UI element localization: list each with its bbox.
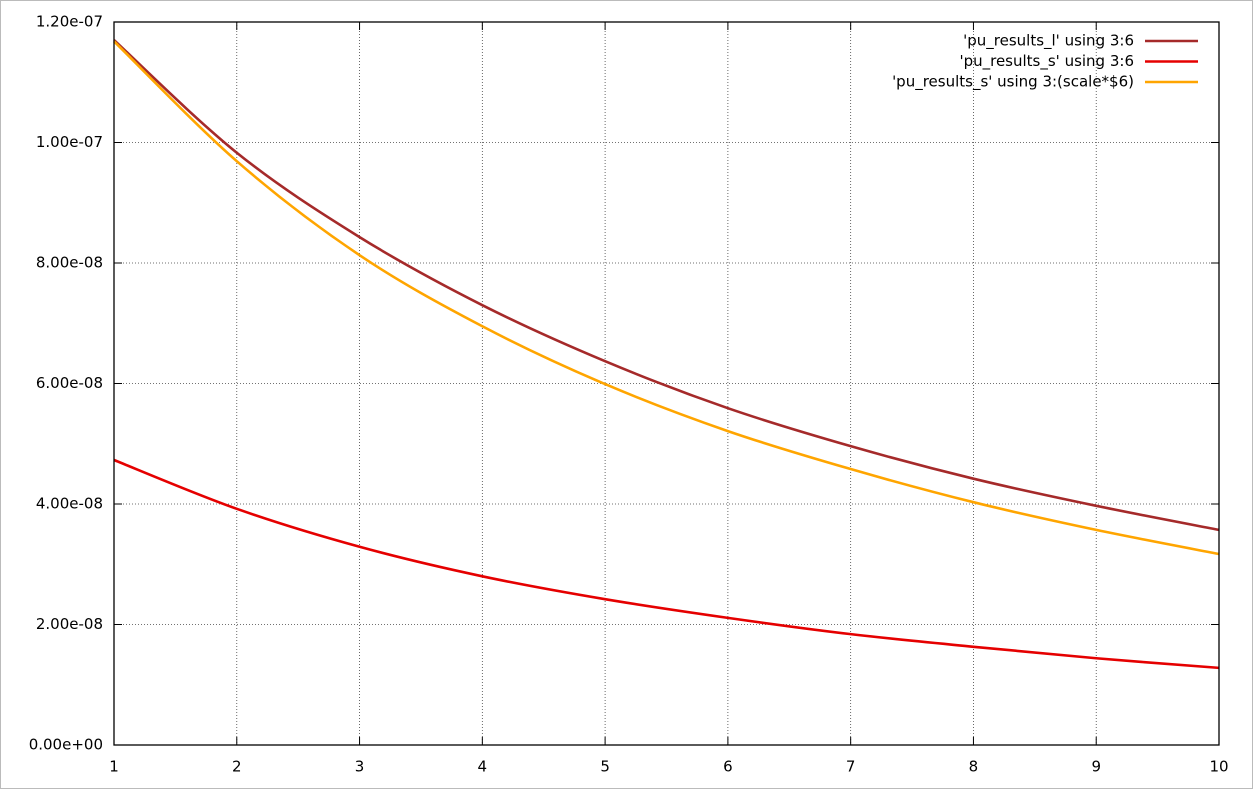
y-tick-label: 8.00e-08 [36, 254, 103, 272]
x-tick-label: 9 [1091, 758, 1101, 776]
x-tick-label: 7 [846, 758, 856, 776]
series-line [113, 39, 1220, 532]
y-tick-label: 4.00e-08 [36, 495, 103, 513]
x-tick-label: 4 [478, 758, 488, 776]
x-tick-label: 2 [232, 758, 242, 776]
x-tick-label: 6 [723, 758, 733, 776]
plot-border [113, 21, 1220, 746]
x-tick-label: 5 [600, 758, 610, 776]
y-tick-label: 1.20e-07 [36, 13, 103, 31]
series-line [113, 40, 1220, 556]
y-tick-label: 6.00e-08 [36, 374, 103, 392]
series-line [113, 458, 1220, 670]
y-tick-label: 0.00e+00 [29, 736, 103, 754]
x-tick-label: 1 [109, 758, 119, 776]
x-tick-label: 3 [355, 758, 365, 776]
y-tick-label: 2.00e-08 [36, 615, 103, 633]
x-tick-label: 10 [1209, 758, 1228, 776]
y-tick-label: 1.00e-07 [36, 133, 103, 151]
x-tick-label: 8 [969, 758, 979, 776]
legend-label: 'pu_results_s' using 3:(scale*$6) [892, 73, 1134, 92]
legend-label: 'pu_results_s' using 3:6 [959, 52, 1134, 71]
legend-label: 'pu_results_l' using 3:6 [963, 32, 1134, 51]
